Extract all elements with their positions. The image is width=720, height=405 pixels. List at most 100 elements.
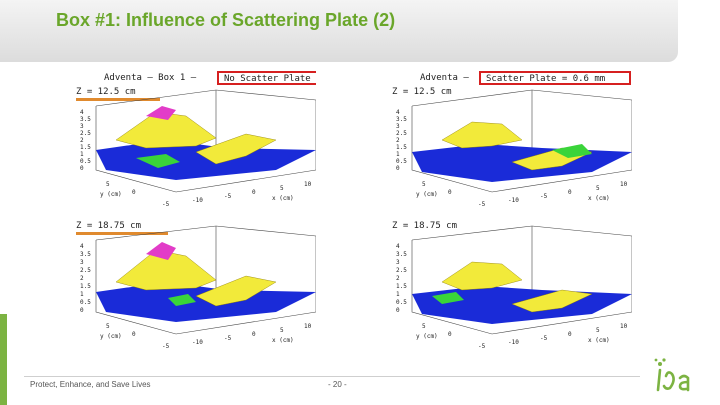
z-tick: 1.5 bbox=[396, 283, 407, 290]
z-tick: 2.5 bbox=[396, 267, 407, 274]
y-axis-label: y (cm) bbox=[100, 333, 122, 340]
x-tick: -10 bbox=[508, 197, 519, 204]
z-label: Z = 18.75 cm bbox=[392, 221, 457, 231]
z-label: Z = 18.75 cm bbox=[76, 221, 141, 231]
x-tick: -5 bbox=[540, 335, 548, 342]
z-tick: 4 bbox=[396, 109, 400, 116]
x-tick: 5 bbox=[596, 327, 600, 334]
z-tick: 3.5 bbox=[80, 251, 91, 258]
y-tick: 0 bbox=[132, 189, 136, 196]
surface-yellow bbox=[441, 261, 523, 291]
box-frame bbox=[95, 225, 316, 335]
x-tick: 10 bbox=[620, 323, 628, 330]
box-frame bbox=[95, 89, 316, 193]
y-tick: 5 bbox=[422, 181, 426, 188]
z-tick: 0.5 bbox=[80, 299, 91, 306]
z-tick: 3 bbox=[396, 123, 400, 130]
z-tick: 1.5 bbox=[80, 144, 91, 151]
x-axis-label: x (cm) bbox=[272, 195, 294, 202]
z-tick: 1 bbox=[396, 291, 400, 298]
box-frame bbox=[411, 89, 632, 193]
surface-yellow-ridge bbox=[511, 289, 593, 313]
y-axis-label: y (cm) bbox=[100, 191, 122, 198]
panel-highlight: Scatter Plate = 0.6 mm bbox=[486, 74, 605, 84]
footer-tagline: Protect, Enhance, and Save Lives bbox=[30, 380, 151, 389]
x-tick: -10 bbox=[508, 339, 519, 346]
x-tick: 10 bbox=[304, 323, 312, 330]
z-tick-labels: 4 3.5 3 2.5 2 1.5 1 0.5 0 bbox=[80, 243, 91, 314]
y-axis-labels: 5 0 -5 y (cm) bbox=[416, 323, 486, 350]
z-underline bbox=[76, 232, 168, 235]
x-tick: -5 bbox=[224, 193, 232, 200]
x-tick: 10 bbox=[304, 181, 312, 188]
y-tick: -5 bbox=[162, 201, 170, 208]
surface-magenta bbox=[146, 242, 176, 260]
y-axis-labels: 5 0 -5 y (cm) bbox=[416, 181, 486, 208]
surface-blue bbox=[96, 282, 316, 322]
z-label: Z = 12.5 cm bbox=[76, 87, 136, 97]
z-tick: 0 bbox=[80, 307, 84, 314]
y-axis-labels: 5 0 -5 y (cm) bbox=[100, 323, 170, 350]
x-tick: -10 bbox=[192, 197, 203, 204]
surface-yellow-ridge bbox=[195, 275, 277, 307]
panel-header: Adventa — bbox=[420, 73, 469, 83]
x-axis-label: x (cm) bbox=[272, 337, 294, 344]
page-number: - 20 - bbox=[328, 380, 347, 389]
plot-panel-2: Adventa — Scatter Plate = 0.6 mm Z = 12.… bbox=[392, 71, 632, 208]
x-tick: 10 bbox=[620, 181, 628, 188]
z-tick: 3.5 bbox=[396, 251, 407, 258]
y-axis-label: y (cm) bbox=[416, 333, 438, 340]
x-tick: 5 bbox=[280, 327, 284, 334]
z-tick: 1 bbox=[80, 151, 84, 158]
box-frame bbox=[411, 225, 632, 335]
z-tick-labels: 4 3.5 3 2.5 2 1.5 1 0.5 0 bbox=[80, 109, 91, 172]
z-tick: 2.5 bbox=[80, 130, 91, 137]
z-tick: 3 bbox=[80, 123, 84, 130]
z-tick: 0.5 bbox=[80, 158, 91, 165]
x-axis-labels: -10 -5 0 5 10 x (cm) bbox=[192, 323, 312, 346]
z-tick: 2 bbox=[80, 137, 84, 144]
x-tick: 5 bbox=[596, 185, 600, 192]
y-tick: 5 bbox=[106, 181, 110, 188]
y-tick: -5 bbox=[478, 343, 486, 350]
iba-logo-icon bbox=[654, 358, 690, 392]
z-tick-labels: 4 3.5 3 2.5 2 1.5 1 0.5 0 bbox=[396, 109, 407, 172]
x-axis-labels: -10 -5 0 5 10 x (cm) bbox=[508, 323, 628, 346]
z-tick: 4 bbox=[396, 243, 400, 250]
surface-green bbox=[432, 292, 464, 304]
highlight-box bbox=[217, 71, 316, 85]
panel-highlight: No Scatter Plate bbox=[224, 74, 311, 84]
x-tick: -5 bbox=[224, 335, 232, 342]
surface-yellow bbox=[441, 121, 523, 149]
x-axis-label: x (cm) bbox=[588, 337, 610, 344]
z-tick: 1.5 bbox=[396, 144, 407, 151]
z-tick: 2.5 bbox=[396, 130, 407, 137]
z-tick: 4 bbox=[80, 109, 84, 116]
z-tick-labels: 4 3.5 3 2.5 2 1.5 1 0.5 0 bbox=[396, 243, 407, 314]
x-tick: 0 bbox=[252, 189, 256, 196]
x-axis-labels: -10 -5 0 5 10 x (cm) bbox=[192, 181, 312, 204]
z-tick: 3.5 bbox=[80, 116, 91, 123]
z-tick: 0 bbox=[396, 165, 400, 172]
surface-magenta bbox=[146, 106, 176, 120]
highlight-box bbox=[479, 71, 631, 85]
x-tick: -10 bbox=[192, 339, 203, 346]
z-label: Z = 12.5 cm bbox=[392, 87, 452, 97]
slide-title: Box #1: Influence of Scattering Plate (2… bbox=[56, 10, 396, 30]
title-bar bbox=[0, 0, 678, 62]
x-tick: -5 bbox=[540, 193, 548, 200]
z-tick: 2 bbox=[80, 275, 84, 282]
y-tick: 0 bbox=[448, 331, 452, 338]
y-tick: 0 bbox=[448, 189, 452, 196]
z-tick: 4 bbox=[80, 243, 84, 250]
x-tick: 0 bbox=[568, 331, 572, 338]
plot-panel-4: Z = 18.75 cm 4 3.5 3 2.5 2 1.5 1 0.5 0 5… bbox=[392, 221, 632, 350]
y-tick: -5 bbox=[478, 201, 486, 208]
y-axis-label: y (cm) bbox=[416, 191, 438, 198]
surface-green bbox=[168, 294, 196, 306]
z-tick: 1 bbox=[396, 151, 400, 158]
x-tick: 5 bbox=[280, 185, 284, 192]
z-tick: 2 bbox=[396, 137, 400, 144]
z-tick: 0.5 bbox=[396, 299, 407, 306]
x-axis-label: x (cm) bbox=[588, 195, 610, 202]
